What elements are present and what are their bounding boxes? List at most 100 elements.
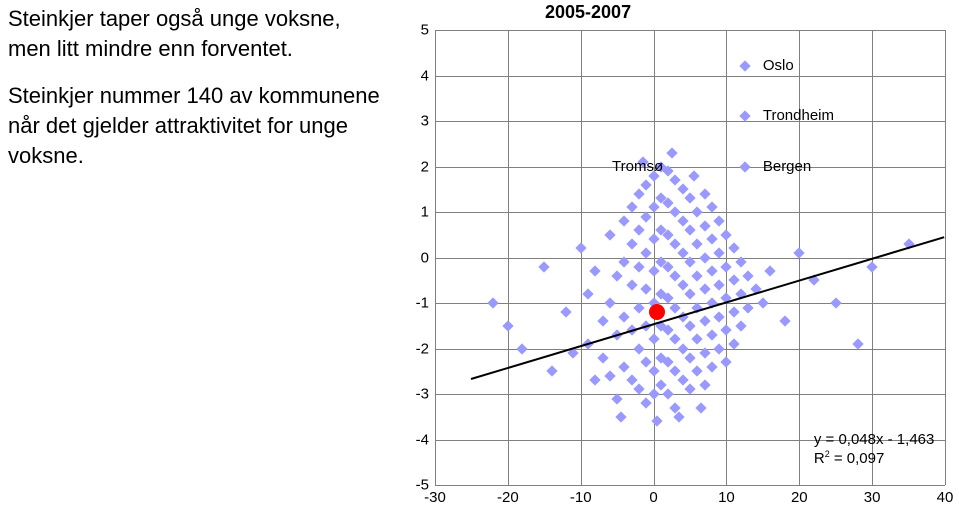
scatter-chart: 2005-2007 -30-20-10010203040-5-4-3-2-101…: [395, 0, 955, 514]
data-point: [688, 170, 699, 181]
data-point: [677, 343, 688, 354]
data-point: [677, 184, 688, 195]
data-point: [604, 229, 615, 240]
y-tick-label: 3: [421, 113, 429, 130]
data-point: [699, 220, 710, 231]
data-point: [692, 238, 703, 249]
data-point: [713, 215, 724, 226]
data-point: [677, 375, 688, 386]
data-point: [706, 265, 717, 276]
data-point: [684, 320, 695, 331]
data-point: [662, 356, 673, 367]
data-point: [728, 275, 739, 286]
y-tick-label: 4: [421, 67, 429, 84]
data-point: [830, 297, 841, 308]
data-point: [670, 238, 681, 249]
data-point: [699, 316, 710, 327]
paragraph-2: Steinkjer nummer 140 av kommunene når de…: [8, 81, 388, 170]
data-point: [684, 288, 695, 299]
label-marker: [739, 161, 750, 172]
data-point: [560, 306, 571, 317]
x-tick-label: -10: [570, 489, 592, 506]
data-point: [633, 225, 644, 236]
data-point: [648, 265, 659, 276]
data-point: [699, 188, 710, 199]
gridline-v: [945, 30, 946, 485]
x-tick-label: 40: [937, 489, 954, 506]
data-point: [517, 343, 528, 354]
data-point: [728, 306, 739, 317]
data-point: [721, 356, 732, 367]
data-point: [757, 297, 768, 308]
data-point: [641, 179, 652, 190]
data-point: [670, 206, 681, 217]
data-point: [735, 320, 746, 331]
data-point: [713, 343, 724, 354]
data-point: [611, 270, 622, 281]
data-point: [699, 284, 710, 295]
gridline-h: [435, 167, 945, 168]
y-tick-label: 5: [421, 22, 429, 39]
gridline-h: [435, 76, 945, 77]
highlight-point: [649, 304, 665, 320]
gridline-h: [435, 485, 945, 486]
data-point: [604, 297, 615, 308]
chart-label: Trondheim: [763, 107, 834, 124]
y-tick-label: -4: [416, 431, 429, 448]
chart-label: Oslo: [763, 57, 794, 74]
data-point: [706, 234, 717, 245]
data-point: [604, 370, 615, 381]
data-point: [692, 334, 703, 345]
data-point: [597, 316, 608, 327]
chart-title: 2005-2007: [545, 2, 631, 23]
data-point: [619, 215, 630, 226]
y-tick-label: 1: [421, 204, 429, 221]
data-point: [699, 379, 710, 390]
data-point: [677, 215, 688, 226]
data-point: [641, 397, 652, 408]
data-point: [662, 388, 673, 399]
data-point: [488, 297, 499, 308]
data-point: [633, 343, 644, 354]
data-point: [743, 270, 754, 281]
data-point: [582, 288, 593, 299]
data-point: [713, 311, 724, 322]
data-point: [615, 411, 626, 422]
y-tick-label: 2: [421, 158, 429, 175]
data-point: [590, 265, 601, 276]
page: Steinkjer taper også unge voksne, men li…: [0, 0, 959, 514]
y-tick-label: -2: [416, 340, 429, 357]
data-point: [670, 174, 681, 185]
y-tick-label: -3: [416, 386, 429, 403]
x-tick-label: 0: [649, 489, 657, 506]
gridline-h: [435, 30, 945, 31]
data-point: [539, 261, 550, 272]
label-marker: [739, 61, 750, 72]
gridline-h: [435, 212, 945, 213]
gridline-h: [435, 349, 945, 350]
paragraph-1: Steinkjer taper også unge voksne, men li…: [8, 4, 388, 63]
data-point: [779, 316, 790, 327]
data-point: [648, 234, 659, 245]
chart-label: Tromsø: [598, 158, 663, 175]
data-point: [597, 352, 608, 363]
x-tick-label: 20: [791, 489, 808, 506]
data-point: [590, 375, 601, 386]
regression-equation: y = 0,048x - 1,463R2 = 0,097: [814, 431, 935, 468]
data-point: [641, 356, 652, 367]
data-point: [866, 261, 877, 272]
data-point: [692, 366, 703, 377]
data-point: [648, 366, 659, 377]
data-point: [670, 334, 681, 345]
data-point: [684, 225, 695, 236]
data-point: [619, 311, 630, 322]
y-tick-label: -1: [416, 295, 429, 312]
data-point: [695, 402, 706, 413]
data-point: [684, 352, 695, 363]
y-tick-label: -5: [416, 477, 429, 494]
data-point: [626, 238, 637, 249]
data-point: [684, 193, 695, 204]
data-point: [655, 379, 666, 390]
data-point: [502, 320, 513, 331]
data-point: [692, 270, 703, 281]
